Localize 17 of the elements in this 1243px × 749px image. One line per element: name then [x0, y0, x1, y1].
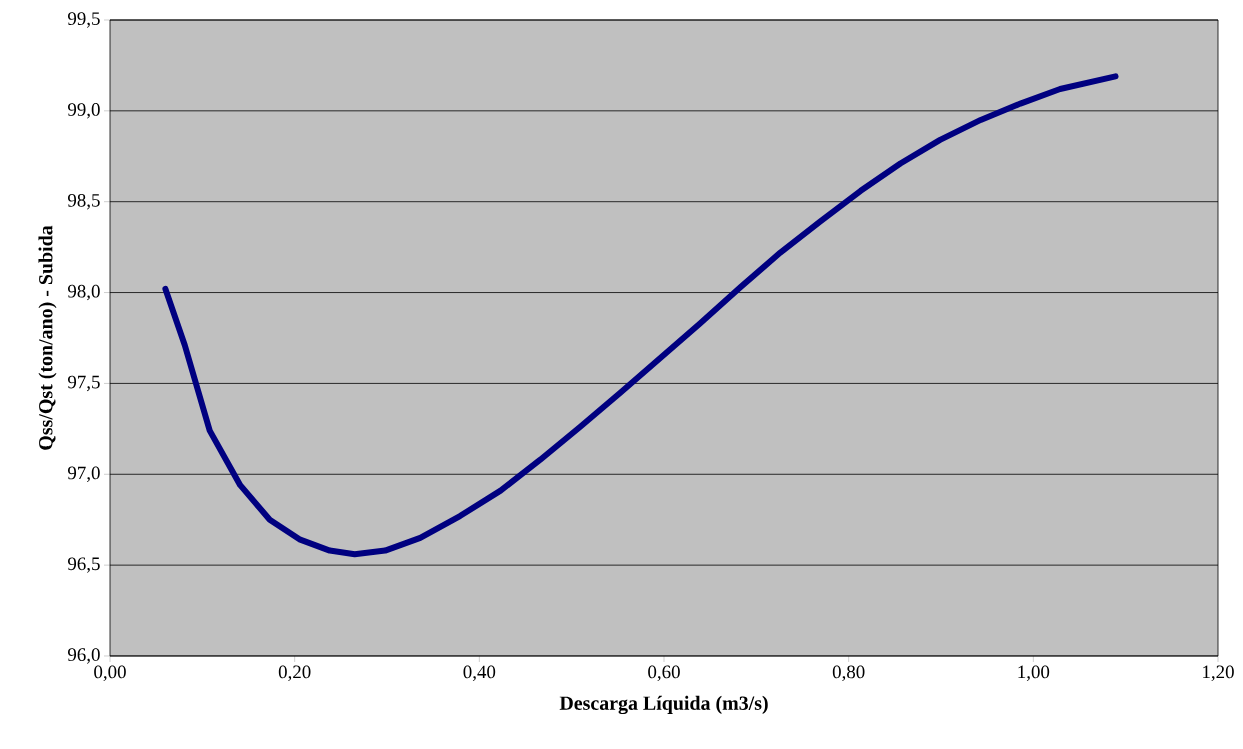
y-tick-label: 98,5: [67, 193, 100, 210]
y-axis-title: Qss/Qst (ton/ano) - Subida: [38, 225, 57, 450]
x-tick-label: 0,40: [463, 665, 496, 681]
y-tick-label: 96,0: [67, 648, 100, 664]
x-tick-label: 0,60: [648, 665, 680, 681]
y-tick-label: 97,0: [67, 466, 100, 483]
y-tick-label: 99,5: [67, 12, 100, 28]
x-tick-label: 0,20: [278, 665, 311, 681]
x-tick-label: 0,00: [94, 665, 126, 681]
x-tick-label: 1,00: [1018, 665, 1050, 681]
x-tick-label: 1,20: [1203, 665, 1234, 681]
y-tick-label: 96,5: [67, 557, 100, 573]
x-tick-label: 0,80: [832, 665, 865, 681]
y-tick-label: 98,0: [67, 284, 100, 301]
y-tick-label: 99,0: [67, 103, 100, 119]
x-axis-title: Descarga Líquida (m3/s): [559, 695, 768, 715]
y-tick-label: 97,5: [67, 375, 100, 392]
